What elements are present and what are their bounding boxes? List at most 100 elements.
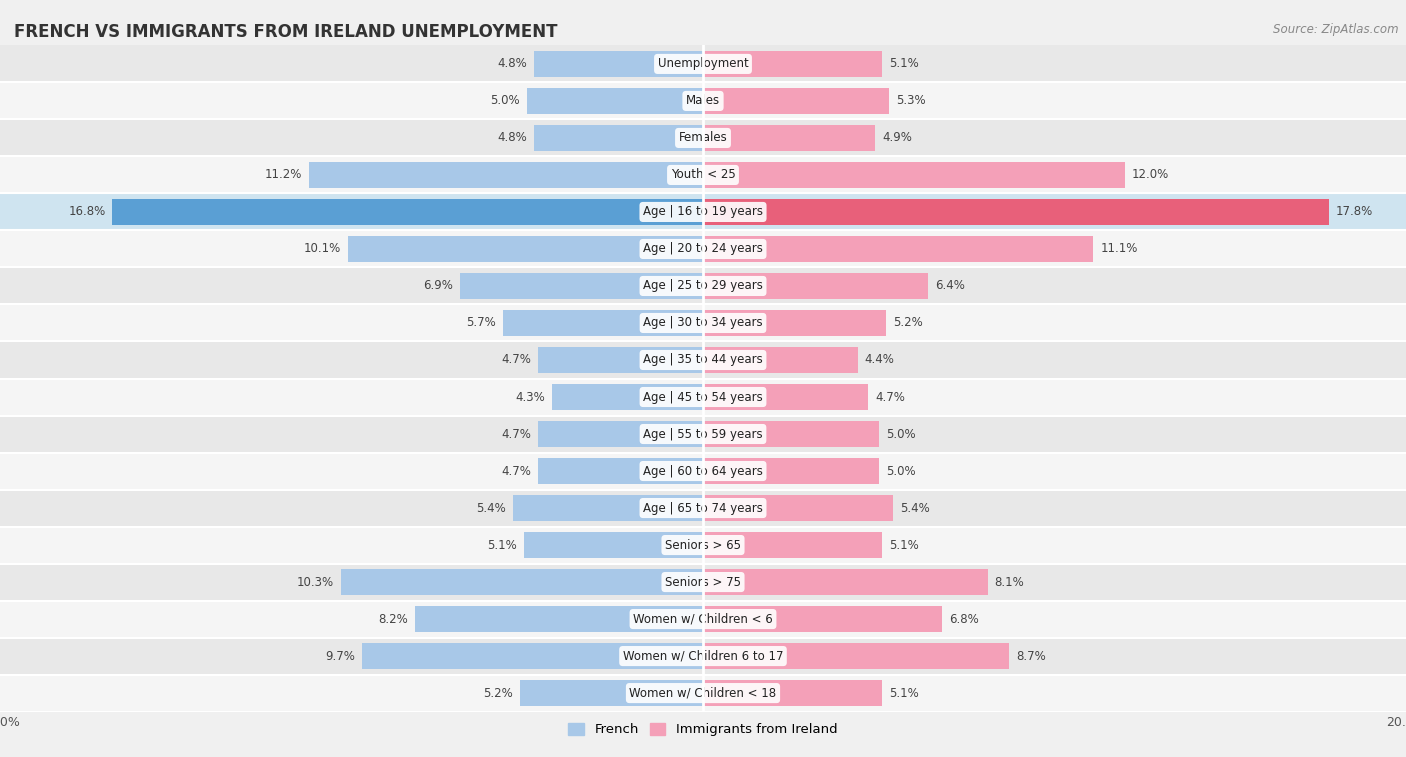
Bar	[0, 563, 1406, 600]
Bar	[0, 527, 1406, 563]
Legend: French, Immigrants from Ireland: French, Immigrants from Ireland	[562, 718, 844, 742]
Bar	[703, 125, 875, 151]
Text: Youth < 25: Youth < 25	[671, 169, 735, 182]
Text: Age | 55 to 59 years: Age | 55 to 59 years	[643, 428, 763, 441]
Bar	[0, 83, 1406, 120]
Text: 12.0%: 12.0%	[1132, 169, 1168, 182]
Bar	[703, 235, 1094, 262]
Text: 11.1%: 11.1%	[1099, 242, 1137, 255]
Bar	[0, 120, 1406, 157]
Text: Age | 16 to 19 years: Age | 16 to 19 years	[643, 205, 763, 219]
Bar	[0, 230, 1406, 267]
Bar	[703, 347, 858, 373]
Bar	[703, 680, 883, 706]
Text: Women w/ Children 6 to 17: Women w/ Children 6 to 17	[623, 650, 783, 662]
Bar	[703, 643, 1010, 669]
Text: 4.3%: 4.3%	[515, 391, 546, 403]
Bar	[703, 384, 869, 410]
Text: 5.0%: 5.0%	[886, 428, 915, 441]
Bar	[0, 416, 1406, 453]
Bar	[0, 378, 1406, 416]
Bar	[703, 458, 879, 484]
Text: 8.7%: 8.7%	[1015, 650, 1046, 662]
Bar	[520, 680, 703, 706]
Bar	[309, 162, 703, 188]
Bar	[0, 637, 1406, 674]
Text: Age | 30 to 34 years: Age | 30 to 34 years	[643, 316, 763, 329]
Bar	[340, 569, 703, 595]
Text: 4.8%: 4.8%	[498, 132, 527, 145]
Text: Males: Males	[686, 95, 720, 107]
Bar	[0, 194, 1406, 230]
Text: Age | 20 to 24 years: Age | 20 to 24 years	[643, 242, 763, 255]
Text: 5.2%: 5.2%	[893, 316, 922, 329]
Text: 5.1%: 5.1%	[889, 687, 920, 699]
Bar	[0, 674, 1406, 712]
Text: Age | 45 to 54 years: Age | 45 to 54 years	[643, 391, 763, 403]
Bar	[0, 45, 1406, 83]
Text: Seniors > 65: Seniors > 65	[665, 538, 741, 552]
Text: 4.7%: 4.7%	[501, 354, 531, 366]
Text: 5.3%: 5.3%	[897, 95, 927, 107]
Text: 17.8%: 17.8%	[1336, 205, 1372, 219]
Bar	[703, 88, 889, 114]
Bar	[513, 495, 703, 522]
Text: Females: Females	[679, 132, 727, 145]
Bar	[527, 88, 703, 114]
Text: 6.4%: 6.4%	[935, 279, 965, 292]
Bar	[703, 51, 883, 77]
Text: Women w/ Children < 18: Women w/ Children < 18	[630, 687, 776, 699]
Bar	[112, 198, 703, 226]
Bar	[537, 458, 703, 484]
Bar	[461, 273, 703, 299]
Bar	[0, 267, 1406, 304]
Text: 5.0%: 5.0%	[491, 95, 520, 107]
Bar	[0, 304, 1406, 341]
Text: 4.7%: 4.7%	[875, 391, 905, 403]
Text: 4.7%: 4.7%	[501, 428, 531, 441]
Text: 9.7%: 9.7%	[325, 650, 356, 662]
Bar	[537, 347, 703, 373]
Bar	[703, 421, 879, 447]
Text: 6.8%: 6.8%	[949, 612, 979, 625]
Text: 5.4%: 5.4%	[477, 502, 506, 515]
Text: 4.4%: 4.4%	[865, 354, 894, 366]
Text: 11.2%: 11.2%	[264, 169, 302, 182]
Bar	[703, 606, 942, 632]
Bar	[703, 310, 886, 336]
Bar	[703, 273, 928, 299]
Bar	[415, 606, 703, 632]
Bar	[703, 495, 893, 522]
Text: 5.2%: 5.2%	[484, 687, 513, 699]
Bar	[703, 531, 883, 559]
Bar	[703, 569, 987, 595]
Bar	[537, 421, 703, 447]
Text: 4.9%: 4.9%	[883, 132, 912, 145]
Text: 16.8%: 16.8%	[69, 205, 105, 219]
Bar	[534, 125, 703, 151]
Text: Women w/ Children < 6: Women w/ Children < 6	[633, 612, 773, 625]
Text: Source: ZipAtlas.com: Source: ZipAtlas.com	[1274, 23, 1399, 36]
Text: 5.0%: 5.0%	[886, 465, 915, 478]
Text: Age | 60 to 64 years: Age | 60 to 64 years	[643, 465, 763, 478]
Text: 5.1%: 5.1%	[889, 58, 920, 70]
Text: Age | 25 to 29 years: Age | 25 to 29 years	[643, 279, 763, 292]
Bar	[534, 51, 703, 77]
Bar	[363, 643, 703, 669]
Text: 5.7%: 5.7%	[465, 316, 496, 329]
Text: Age | 65 to 74 years: Age | 65 to 74 years	[643, 502, 763, 515]
Text: 8.1%: 8.1%	[994, 575, 1025, 588]
Text: Seniors > 75: Seniors > 75	[665, 575, 741, 588]
Text: 5.1%: 5.1%	[486, 538, 517, 552]
Text: 5.4%: 5.4%	[900, 502, 929, 515]
Bar	[349, 235, 703, 262]
Text: 5.1%: 5.1%	[889, 538, 920, 552]
Bar	[0, 600, 1406, 637]
Bar	[0, 157, 1406, 194]
Bar	[703, 198, 1329, 226]
Text: 10.1%: 10.1%	[304, 242, 342, 255]
Text: Unemployment: Unemployment	[658, 58, 748, 70]
Text: 8.2%: 8.2%	[378, 612, 408, 625]
Text: 10.3%: 10.3%	[297, 575, 335, 588]
Bar	[703, 162, 1125, 188]
